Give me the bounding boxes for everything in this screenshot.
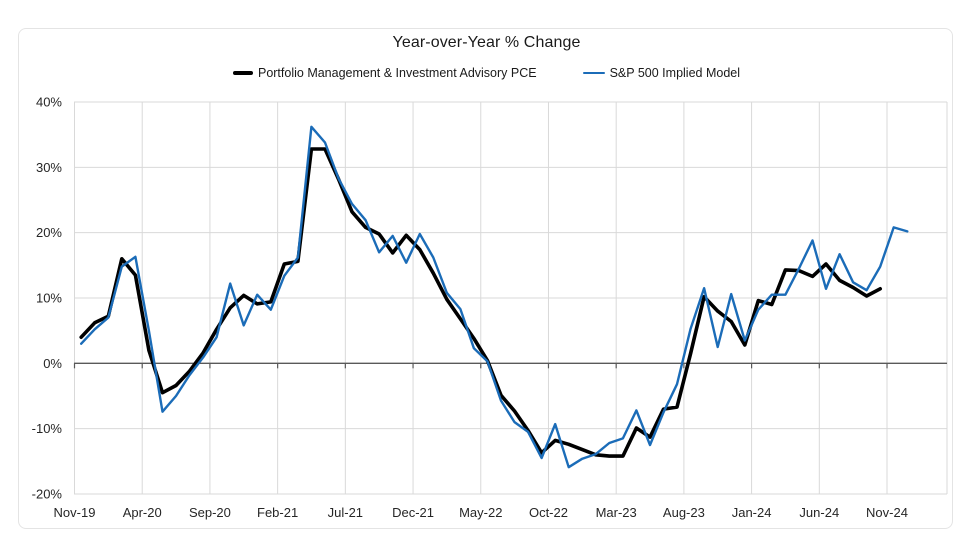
- x-tick-label: Oct-22: [529, 505, 568, 520]
- y-tick-label: 20%: [36, 225, 62, 240]
- x-tick-label: Sep-20: [189, 505, 231, 520]
- x-tick-label: Aug-23: [663, 505, 705, 520]
- x-tick-label: Apr-20: [123, 505, 162, 520]
- x-tick-label: Jul-21: [328, 505, 363, 520]
- x-tick-label: May-22: [459, 505, 502, 520]
- chart-card: [18, 28, 953, 529]
- x-tick-label: Nov-19: [54, 505, 96, 520]
- legend-item-pce: Portfolio Management & Investment Adviso…: [232, 66, 537, 80]
- x-tick-label: Feb-21: [257, 505, 298, 520]
- sp500-line-swatch-icon: [582, 71, 605, 75]
- chart-legend: Portfolio Management & Investment Adviso…: [0, 66, 973, 80]
- x-tick-label: Jun-24: [799, 505, 839, 520]
- legend-label-sp500: S&P 500 Implied Model: [609, 66, 740, 80]
- legend-item-sp500: S&P 500 Implied Model: [582, 66, 740, 80]
- y-tick-label: -10%: [32, 421, 63, 436]
- sp500-series-line: [79, 125, 909, 469]
- legend-label-pce: Portfolio Management & Investment Adviso…: [257, 66, 537, 80]
- y-tick-label: 30%: [36, 160, 62, 175]
- x-tick-label: Dec-21: [392, 505, 434, 520]
- pce-line-swatch-icon: [232, 70, 253, 76]
- y-tick-label: 10%: [36, 290, 62, 305]
- y-tick-label: 40%: [36, 95, 62, 110]
- x-tick-label: Jan-24: [732, 505, 772, 520]
- chart-title: Year-over-Year % Change: [392, 34, 581, 51]
- x-tick-label: Nov-24: [866, 505, 908, 520]
- y-tick-label: 0%: [43, 356, 62, 371]
- y-tick-label: -20%: [32, 486, 63, 501]
- x-tick-label: Mar-23: [596, 505, 637, 520]
